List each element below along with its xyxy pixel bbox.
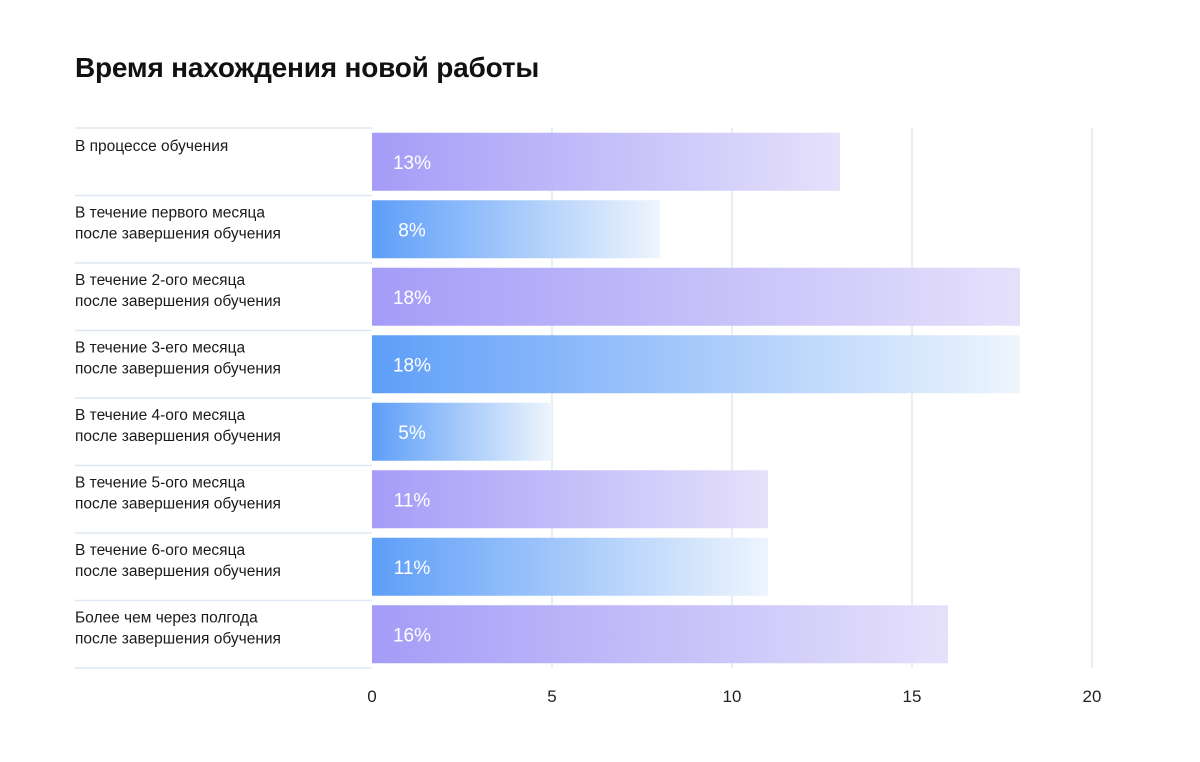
bar-1 <box>372 132 840 191</box>
x-tick-label-5: 5 <box>547 687 556 706</box>
category-label-line: после завершения обучения <box>75 563 281 580</box>
category-label-line: В течение 6-ого месяца <box>75 542 245 559</box>
category-label: В течение 2-ого месяца после завершения о… <box>75 272 281 310</box>
category-label-line: В течение 4-ого месяца <box>75 407 245 424</box>
category-label: В течение первого месяца после завершения… <box>75 205 281 243</box>
bar-4 <box>372 335 1020 394</box>
x-tick-label-15: 15 <box>903 687 922 706</box>
bar-8 <box>372 605 948 664</box>
category-label-line: В течение 3-его месяца <box>75 340 245 357</box>
bar-value-label: 11% <box>394 490 431 511</box>
bar-value-label: 18% <box>393 355 431 376</box>
category-label-line: после завершения обучения <box>75 293 281 310</box>
x-tick-label-10: 10 <box>723 687 742 706</box>
bar-7 <box>372 537 768 596</box>
category-label: В течение 3-его месяца после завершения о… <box>75 340 281 378</box>
category-label: Более чем через полгода после завершения … <box>75 610 281 648</box>
category-label-line: после завершения обучения <box>75 361 281 378</box>
category-label-line: В течение 2-ого месяца <box>75 272 245 289</box>
chart-title: Время нахождения новой работы <box>75 52 540 83</box>
bars: 13% 8% 18% 18% 5% 11% 11% 16% <box>372 132 1020 664</box>
category-label-line: В течение первого месяца <box>75 205 265 222</box>
category-label: В течение 5-ого месяца после завершения о… <box>75 475 281 513</box>
bar-6 <box>372 470 768 529</box>
bar-2 <box>372 200 660 259</box>
bar-value-label: 13% <box>393 153 431 174</box>
category-label: В течение 6-ого месяца после завершения о… <box>75 542 281 580</box>
category-label-line: В процессе обучения <box>75 138 228 155</box>
category-label-line: после завершения обучения <box>75 496 281 513</box>
x-tick-label-20: 20 <box>1083 687 1102 706</box>
bar-value-label: 11% <box>394 558 431 579</box>
bar-value-label: 16% <box>393 625 431 646</box>
category-labels: В процессе обучения В течение первого мес… <box>75 138 281 648</box>
bar-3 <box>372 267 1020 326</box>
bar-5 <box>372 402 552 461</box>
category-label-line: Более чем через полгода <box>75 610 258 627</box>
category-label-line: после завершения обучения <box>75 428 281 445</box>
category-label-line: В течение 5-ого месяца <box>75 475 245 492</box>
category-label-line: после завершения обучения <box>75 631 281 648</box>
bar-value-label: 18% <box>393 288 431 309</box>
category-label: В течение 4-ого месяца после завершения о… <box>75 407 281 445</box>
category-label: В процессе обучения <box>75 138 228 155</box>
bar-value-label: 5% <box>398 423 426 444</box>
category-label-line: после завершения обучения <box>75 226 281 243</box>
row-separators <box>75 127 372 669</box>
bar-value-label: 8% <box>398 220 426 241</box>
x-axis-ticks: 0 5 10 15 20 <box>367 687 1101 706</box>
x-tick-label-0: 0 <box>367 687 376 706</box>
